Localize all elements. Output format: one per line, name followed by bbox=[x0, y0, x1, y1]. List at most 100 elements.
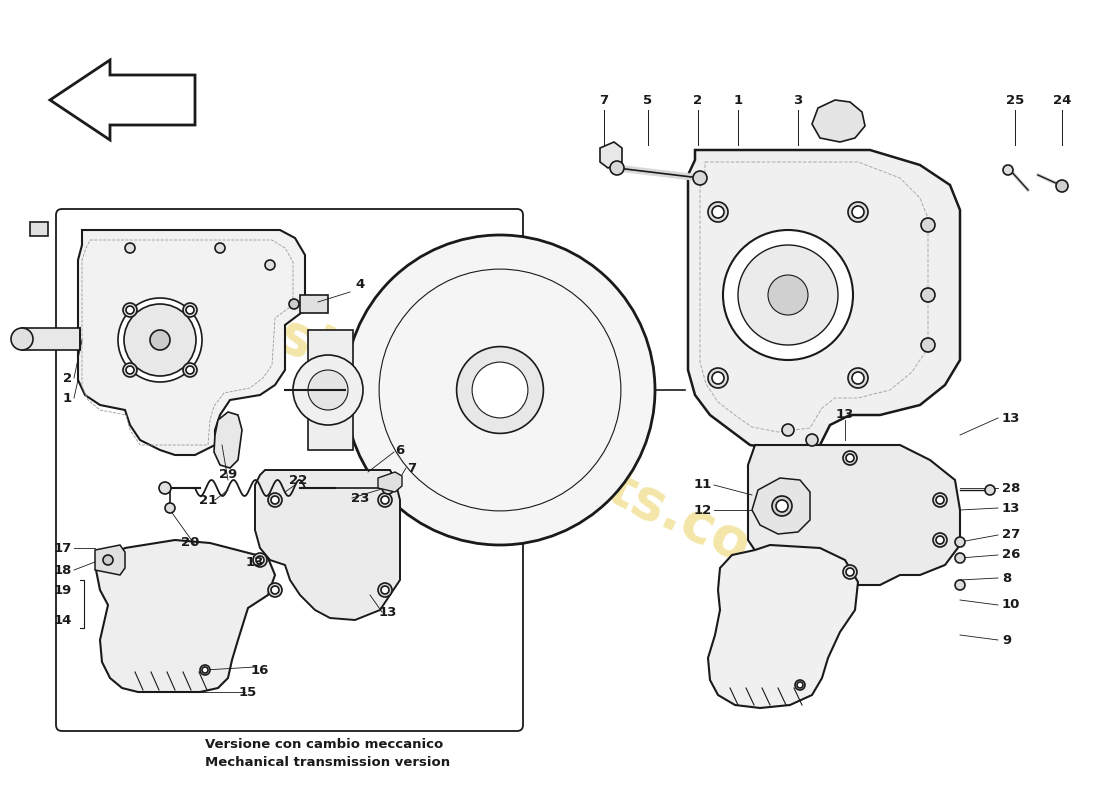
Polygon shape bbox=[214, 412, 242, 468]
Circle shape bbox=[271, 496, 279, 504]
Bar bbox=[300, 295, 328, 313]
Circle shape bbox=[768, 275, 808, 315]
Text: 13: 13 bbox=[836, 409, 855, 422]
Circle shape bbox=[782, 424, 794, 436]
Circle shape bbox=[103, 555, 113, 565]
Polygon shape bbox=[600, 142, 621, 168]
Circle shape bbox=[126, 366, 134, 374]
Circle shape bbox=[848, 368, 868, 388]
Text: 7: 7 bbox=[600, 94, 608, 106]
Circle shape bbox=[268, 493, 282, 507]
Circle shape bbox=[118, 298, 202, 382]
Text: 13: 13 bbox=[245, 555, 264, 569]
Polygon shape bbox=[50, 60, 195, 140]
Text: 18: 18 bbox=[54, 563, 72, 577]
Polygon shape bbox=[752, 478, 810, 534]
Circle shape bbox=[381, 586, 389, 594]
Text: 27: 27 bbox=[1002, 529, 1021, 542]
Circle shape bbox=[124, 304, 196, 376]
Text: 25: 25 bbox=[1005, 94, 1024, 106]
Circle shape bbox=[382, 482, 394, 494]
Circle shape bbox=[268, 583, 282, 597]
Circle shape bbox=[712, 372, 724, 384]
Circle shape bbox=[776, 500, 788, 512]
Text: 20: 20 bbox=[180, 535, 199, 549]
Circle shape bbox=[472, 362, 528, 418]
Polygon shape bbox=[708, 545, 858, 708]
Text: 1: 1 bbox=[63, 391, 72, 405]
Circle shape bbox=[150, 330, 170, 350]
Text: 29: 29 bbox=[219, 469, 238, 482]
Circle shape bbox=[921, 218, 935, 232]
Circle shape bbox=[795, 680, 805, 690]
Polygon shape bbox=[812, 100, 865, 142]
Polygon shape bbox=[96, 540, 275, 692]
Circle shape bbox=[200, 665, 210, 675]
Text: 10: 10 bbox=[1002, 598, 1021, 611]
Circle shape bbox=[265, 260, 275, 270]
Circle shape bbox=[933, 533, 947, 547]
Polygon shape bbox=[308, 330, 353, 450]
Circle shape bbox=[806, 434, 818, 446]
Text: Mechanical transmission version: Mechanical transmission version bbox=[205, 756, 450, 769]
Text: 22: 22 bbox=[289, 474, 307, 486]
Text: 17: 17 bbox=[54, 542, 72, 554]
Text: 16: 16 bbox=[251, 663, 270, 677]
Circle shape bbox=[955, 553, 965, 563]
Circle shape bbox=[843, 451, 857, 465]
Circle shape bbox=[708, 202, 728, 222]
Bar bbox=[30, 222, 48, 236]
Text: 8: 8 bbox=[1002, 571, 1011, 585]
Text: 24: 24 bbox=[1053, 94, 1071, 106]
Circle shape bbox=[693, 171, 707, 185]
Circle shape bbox=[738, 245, 838, 345]
Circle shape bbox=[846, 568, 854, 576]
Text: 4: 4 bbox=[355, 278, 364, 291]
Text: 11: 11 bbox=[694, 478, 712, 491]
Circle shape bbox=[852, 206, 864, 218]
Circle shape bbox=[1003, 165, 1013, 175]
Circle shape bbox=[921, 288, 935, 302]
Circle shape bbox=[293, 355, 363, 425]
Circle shape bbox=[984, 485, 996, 495]
Circle shape bbox=[11, 328, 33, 350]
Text: 6: 6 bbox=[395, 443, 405, 457]
Circle shape bbox=[186, 366, 194, 374]
Circle shape bbox=[708, 368, 728, 388]
Circle shape bbox=[610, 161, 624, 175]
Circle shape bbox=[852, 372, 864, 384]
Text: Versione con cambio meccanico: Versione con cambio meccanico bbox=[205, 738, 443, 751]
Circle shape bbox=[165, 503, 175, 513]
Text: 7: 7 bbox=[407, 462, 417, 474]
Text: 13: 13 bbox=[378, 606, 397, 618]
Circle shape bbox=[183, 363, 197, 377]
Text: 23: 23 bbox=[351, 491, 370, 505]
Circle shape bbox=[848, 202, 868, 222]
Circle shape bbox=[936, 496, 944, 504]
Text: 14: 14 bbox=[54, 614, 72, 626]
Bar bbox=[22, 328, 80, 350]
Circle shape bbox=[160, 482, 170, 494]
Polygon shape bbox=[748, 445, 960, 585]
Circle shape bbox=[125, 243, 135, 253]
Polygon shape bbox=[78, 230, 305, 455]
Circle shape bbox=[456, 346, 543, 434]
Circle shape bbox=[846, 454, 854, 462]
Circle shape bbox=[126, 306, 134, 314]
Circle shape bbox=[955, 580, 965, 590]
Circle shape bbox=[123, 363, 138, 377]
Circle shape bbox=[289, 299, 299, 309]
Circle shape bbox=[202, 667, 208, 673]
Circle shape bbox=[308, 370, 348, 410]
Circle shape bbox=[933, 493, 947, 507]
Circle shape bbox=[921, 338, 935, 352]
Text: 3: 3 bbox=[793, 94, 803, 106]
Circle shape bbox=[256, 556, 264, 564]
Text: 2: 2 bbox=[693, 94, 703, 106]
Text: 15: 15 bbox=[239, 686, 257, 698]
Circle shape bbox=[123, 303, 138, 317]
Circle shape bbox=[378, 583, 392, 597]
Circle shape bbox=[214, 243, 225, 253]
Circle shape bbox=[798, 682, 803, 688]
Polygon shape bbox=[378, 472, 402, 492]
